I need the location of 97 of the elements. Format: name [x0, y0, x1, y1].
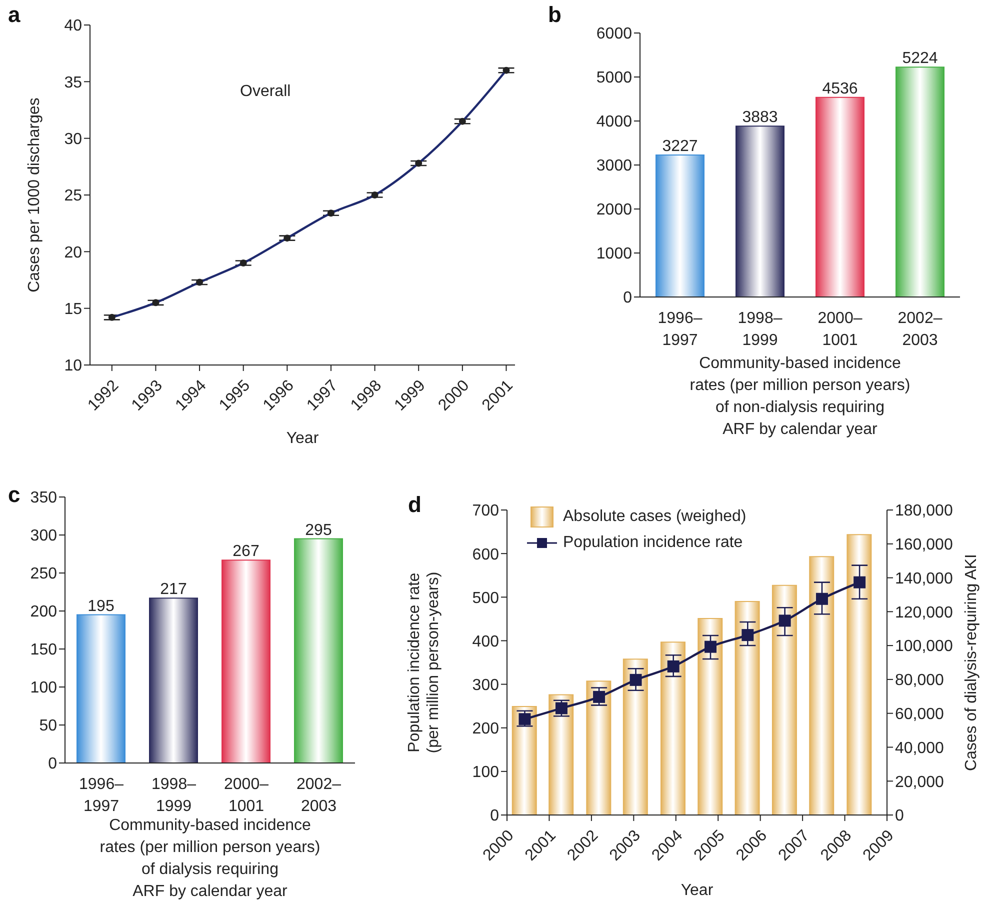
y2-tick-label: 160,000 — [895, 536, 953, 554]
bar — [622, 658, 648, 815]
y2-tick-label: 120,000 — [895, 604, 953, 622]
y-tick-label: 2000 — [596, 202, 632, 219]
y-tick-label: 0 — [48, 756, 58, 773]
x-axis-title: Year — [286, 430, 320, 447]
y-tick-label: 250 — [30, 566, 58, 583]
bar — [698, 618, 723, 815]
y2-tick-label: 100,000 — [895, 638, 953, 656]
y-tick-label: 300 — [472, 676, 500, 694]
data-label: 5224 — [902, 50, 938, 68]
point — [555, 702, 568, 714]
x-tick-label: 2002– 2003 — [898, 310, 942, 349]
bar — [846, 534, 872, 815]
y-tick-label: 30 — [64, 131, 82, 148]
y2-tick-label: 60,000 — [895, 706, 944, 724]
x-tick-label: 1998– 1999 — [738, 310, 782, 349]
y-axis-title: Cases per 1000 discharges — [26, 98, 43, 292]
y-tick-label: 20 — [64, 244, 82, 262]
y-tick-label: 150 — [30, 642, 58, 659]
data-label: 267 — [232, 543, 260, 560]
bar — [149, 598, 198, 763]
x-tick-label: 1996– 1997 — [658, 310, 702, 349]
x-axis-title: Community-based incidence rates (per million person years) of dialysis requiring ARF by calendar year — [100, 817, 320, 900]
bar — [586, 680, 612, 815]
y-tick-label: 700 — [472, 502, 500, 520]
y2-tick-label: 20,000 — [895, 774, 944, 791]
y-tick-label: 40 — [64, 18, 82, 35]
y-tick-label: 15 — [64, 301, 82, 318]
y-tick-label: 25 — [64, 188, 82, 205]
point — [854, 576, 866, 588]
data-label: 4536 — [822, 80, 858, 98]
bar — [896, 66, 944, 297]
y-tick-label: 0 — [623, 290, 632, 307]
chart-title: a — [8, 2, 20, 28]
y2-axis-title: Cases of dialysis-requiring AKI — [963, 554, 980, 771]
x-tick-label: 2000– 1001 — [818, 310, 862, 349]
y-tick-label: 100 — [30, 680, 58, 697]
y2-tick-label: 0 — [895, 808, 904, 825]
data-label: 295 — [305, 522, 332, 539]
bar — [222, 560, 270, 763]
bar — [548, 694, 574, 815]
bar — [816, 96, 864, 297]
y2-tick-label: 80,000 — [895, 672, 944, 690]
annotation: Overall — [240, 83, 291, 101]
chart-title: c — [8, 482, 20, 508]
x-axis-title: Community-based incidence rates (per million person years) of non-dialysis requiring ARF by calendar year — [690, 355, 910, 438]
chart-title: b — [548, 2, 562, 28]
y-tick-label: 0 — [490, 808, 500, 825]
y-tick-label: 35 — [64, 74, 82, 92]
y-tick-label: 1000 — [596, 246, 632, 263]
y-tick-label: 200 — [30, 604, 58, 621]
data-label: 195 — [88, 598, 114, 615]
point — [816, 592, 828, 605]
bar — [294, 538, 343, 763]
y-tick-label: 600 — [472, 546, 500, 564]
y-tick-label: 5000 — [596, 70, 632, 87]
y-tick-label: 10 — [64, 358, 82, 375]
data-label: 217 — [160, 581, 187, 598]
bar — [736, 126, 784, 297]
bar — [76, 614, 126, 763]
y-tick-label: 350 — [30, 490, 58, 507]
y-tick-label: 300 — [30, 528, 58, 545]
y-tick-label: 4000 — [596, 114, 632, 131]
point — [704, 640, 717, 653]
y-tick-label: 100 — [472, 764, 500, 782]
y-axis-title: Population incidence rate (per million person-years) — [406, 572, 442, 754]
point — [630, 674, 642, 686]
point — [742, 629, 754, 642]
bar — [656, 154, 704, 297]
legend-label: Population incidence rate — [563, 534, 743, 552]
bar — [772, 584, 797, 815]
y2-tick-label: 140,000 — [895, 570, 953, 588]
x-tick-label: 1996– 1997 — [79, 776, 124, 815]
y-tick-label: 50 — [39, 718, 58, 735]
bar — [660, 642, 686, 815]
chart-title: d — [408, 492, 422, 518]
legend-label: Absolute cases (weighed) — [563, 508, 746, 526]
y-tick-label: 6000 — [596, 26, 632, 43]
point — [778, 614, 791, 627]
data-label: 3883 — [742, 109, 778, 126]
point — [518, 713, 531, 726]
y-tick-label: 500 — [472, 590, 500, 607]
y2-tick-label: 180,000 — [895, 502, 953, 520]
point — [667, 660, 680, 672]
bar — [809, 556, 834, 815]
y-tick-label: 3000 — [596, 158, 632, 175]
data-label: 3227 — [662, 138, 698, 156]
x-tick-label: 2002– 2003 — [296, 776, 342, 815]
x-tick-label: 1998– 1999 — [152, 776, 196, 815]
y-tick-label: 200 — [472, 720, 500, 738]
bar — [734, 601, 760, 815]
x-tick-label: 2000– 1001 — [224, 776, 269, 815]
x-axis-title: Year — [680, 882, 714, 899]
y-tick-label: 400 — [472, 633, 500, 650]
point — [593, 690, 606, 703]
y2-tick-label: 40,000 — [895, 740, 944, 757]
